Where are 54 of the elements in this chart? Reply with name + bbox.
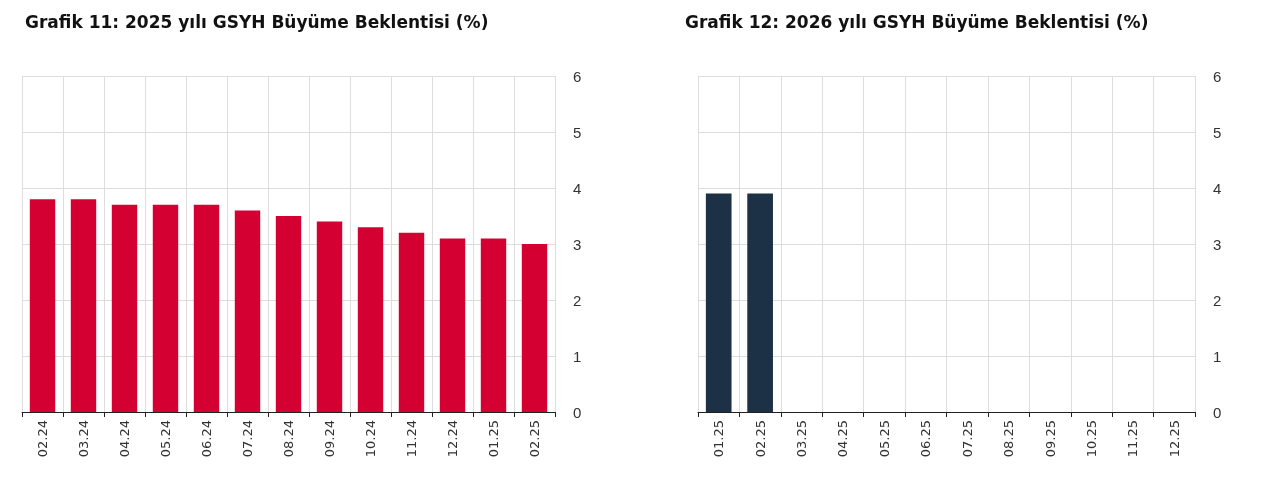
x-tick-label: 03.25 [794, 420, 810, 458]
x-tick-label: 08.24 [281, 420, 296, 458]
y-tick-label: 3 [573, 235, 582, 253]
x-tick-label: 11.24 [404, 420, 419, 458]
bar [521, 244, 548, 412]
bar [480, 238, 507, 412]
bar [29, 199, 56, 412]
x-tick-label: 10.24 [363, 420, 378, 458]
bar [439, 238, 466, 412]
x-tick-label: 08.25 [1001, 420, 1017, 458]
x-tick-label: 06.24 [199, 420, 214, 458]
x-tick-label: 02.25 [752, 420, 768, 458]
bar [398, 232, 425, 412]
bar [316, 221, 343, 412]
bar [152, 204, 179, 412]
y-tick-label: 6 [573, 67, 582, 85]
bar [193, 204, 220, 412]
chart-title: Grafik 11: 2025 yılı GSYH Büyüme Beklentisi (%) [25, 11, 489, 32]
y-tick-label: 2 [1213, 291, 1222, 309]
y-tick-label: 4 [1213, 179, 1222, 197]
x-tick-label: 12.25 [1166, 420, 1182, 458]
y-tick-label: 2 [573, 291, 582, 309]
x-tick-label: 09.25 [1042, 420, 1058, 458]
bar [234, 210, 261, 412]
x-tick-label: 10.25 [1083, 420, 1099, 458]
y-tick-label: 0 [1213, 403, 1222, 421]
x-tick-label: 01.25 [486, 420, 501, 458]
chart-title: Grafik 12: 2026 yılı GSYH Büyüme Beklentisi (%) [685, 11, 1149, 32]
bar [275, 216, 302, 412]
x-tick-label: 05.25 [876, 420, 892, 458]
y-tick-label: 5 [1213, 123, 1222, 141]
y-tick-label: 0 [573, 403, 582, 421]
x-tick-label: 03.24 [76, 420, 91, 458]
x-tick-label: 07.24 [240, 420, 255, 458]
x-tick-label: 11.25 [1125, 420, 1141, 458]
y-tick-label: 3 [1213, 235, 1222, 253]
y-tick-label: 1 [573, 347, 582, 365]
y-tick-label: 4 [573, 179, 582, 197]
x-tick-label: 12.24 [445, 420, 460, 458]
y-tick-label: 5 [573, 123, 582, 141]
x-tick-label: 09.24 [322, 420, 337, 458]
x-tick-label: 02.25 [527, 420, 542, 458]
bar [70, 199, 97, 412]
x-tick-label: 07.25 [959, 420, 975, 458]
x-tick-label: 01.25 [711, 420, 727, 458]
y-tick-label: 6 [1213, 67, 1222, 85]
bar [111, 204, 138, 412]
x-tick-label: 04.24 [117, 420, 132, 458]
x-tick-label: 04.25 [835, 420, 851, 458]
x-tick-label: 06.25 [918, 420, 934, 458]
x-tick-label: 02.24 [35, 420, 50, 458]
x-tick-label: 05.24 [158, 420, 173, 458]
y-tick-label: 1 [1213, 347, 1222, 365]
bar [357, 227, 384, 412]
